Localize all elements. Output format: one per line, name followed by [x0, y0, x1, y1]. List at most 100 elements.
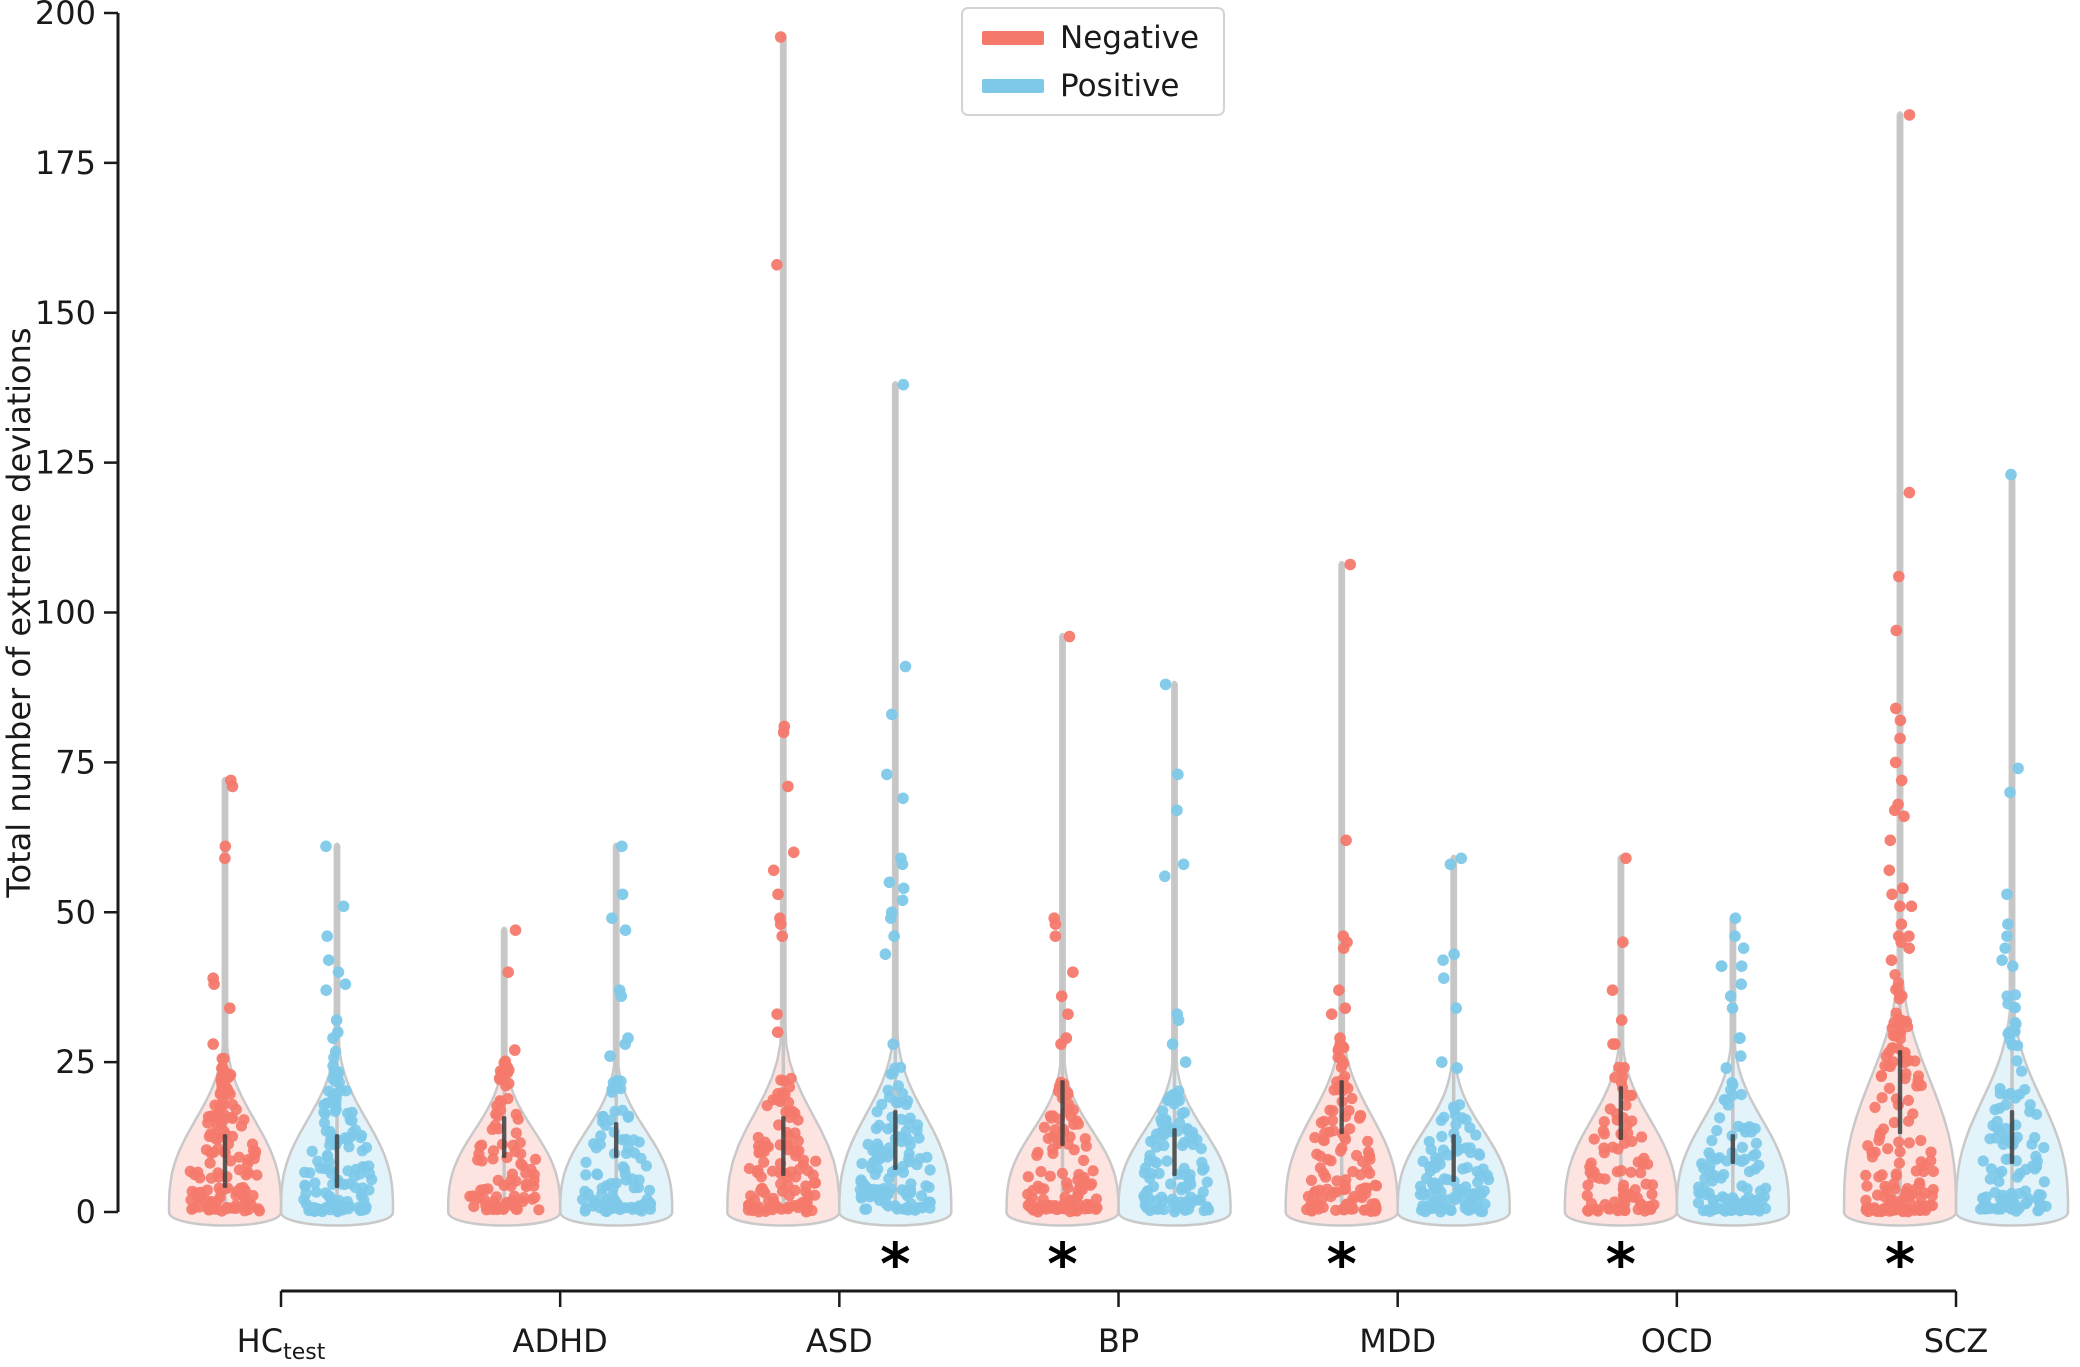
- strip-point: [1165, 1178, 1177, 1190]
- outlier-point: [332, 966, 345, 978]
- outlier-point: [885, 912, 897, 924]
- strip-point: [1071, 1115, 1083, 1127]
- strip-point: [1309, 1132, 1321, 1144]
- outlier-point: [776, 930, 788, 942]
- strip-point: [1173, 1117, 1186, 1129]
- outlier-point: [1729, 912, 1742, 924]
- outlier-point: [1885, 954, 1898, 966]
- strip-point: [1759, 1202, 1772, 1215]
- strip-point: [1635, 1167, 1647, 1179]
- outlier-point: [1720, 1062, 1733, 1074]
- outlier-point: [2004, 786, 2016, 799]
- strip-point: [1590, 1203, 1602, 1215]
- strip-point: [606, 1197, 618, 1209]
- strip-point: [1597, 1125, 1609, 1137]
- strip-point: [363, 1168, 376, 1180]
- outlier-point: [224, 1002, 236, 1014]
- strip-point: [1074, 1185, 1086, 1197]
- outlier-point: [509, 1044, 521, 1056]
- strip-point: [186, 1185, 198, 1197]
- outlier-point: [615, 990, 628, 1002]
- strip-point: [298, 1194, 310, 1206]
- strip-point: [1760, 1182, 1772, 1194]
- strip-point: [871, 1106, 883, 1118]
- strip-point: [510, 1127, 522, 1139]
- strip-point: [2035, 1201, 2047, 1213]
- strip-point: [346, 1106, 358, 1118]
- strip-point: [1984, 1173, 1996, 1185]
- strip-point: [1423, 1136, 1435, 1148]
- strip-point: [2011, 1171, 2023, 1183]
- strip-point: [321, 1149, 333, 1161]
- outlier-point: [2001, 930, 2013, 942]
- strip-point: [1993, 1176, 2005, 1188]
- strip-point: [468, 1201, 480, 1213]
- outlier-point: [774, 31, 787, 43]
- strip-point: [515, 1158, 527, 1170]
- strip-point: [476, 1139, 488, 1151]
- strip-point: [1632, 1156, 1644, 1168]
- strip-point: [1875, 1070, 1887, 1082]
- strip-point: [753, 1201, 765, 1213]
- outlier-point: [320, 840, 332, 853]
- strip-point: [510, 1108, 522, 1120]
- strip-point: [1460, 1114, 1472, 1126]
- strip-point: [1176, 1139, 1189, 1152]
- strip-point: [1582, 1204, 1594, 1216]
- strip-point: [1038, 1121, 1050, 1133]
- strip-point: [529, 1153, 542, 1165]
- strip-point: [1363, 1150, 1376, 1162]
- strip-point: [251, 1169, 263, 1181]
- strip-point: [1178, 1169, 1190, 1181]
- iqr-box-ADHD-negative: [501, 1116, 507, 1159]
- strip-point: [880, 1197, 892, 1210]
- strip-point: [1735, 1089, 1747, 1101]
- outlier-point: [337, 900, 350, 913]
- strip-point: [775, 1203, 788, 1215]
- strip-point: [1445, 1204, 1457, 1216]
- strip-point: [1187, 1138, 1199, 1151]
- strip-point: [1022, 1171, 1034, 1183]
- strip-point: [1625, 1166, 1637, 1178]
- outlier-point: [320, 984, 333, 996]
- y-axis-label: Total number of extreme deviations: [0, 327, 38, 898]
- strip-point: [1435, 1114, 1447, 1126]
- strip-point: [1726, 1077, 1738, 1089]
- strip-point: [903, 1148, 915, 1160]
- outlier-point: [606, 912, 618, 924]
- strip-point: [1893, 1136, 1905, 1148]
- strip-point: [1736, 1155, 1748, 1167]
- strip-point: [1890, 1007, 1902, 1019]
- strip-point: [1167, 1198, 1179, 1210]
- strip-point: [318, 1117, 331, 1129]
- outlier-point: [1890, 624, 1903, 637]
- outlier-point: [897, 792, 909, 805]
- strip-point: [487, 1203, 499, 1216]
- strip-point: [921, 1151, 933, 1163]
- strip-point: [913, 1132, 925, 1144]
- outlier-point: [1715, 960, 1728, 972]
- outlier-point: [1733, 1032, 1746, 1044]
- strip-point: [622, 1142, 635, 1154]
- y-tick-label: 125: [35, 444, 96, 482]
- strip-point: [1893, 993, 1905, 1005]
- outlier-point: [207, 1038, 219, 1050]
- strip-point: [350, 1163, 362, 1175]
- strip-point: [2038, 1176, 2050, 1188]
- outlier-point: [1895, 918, 1908, 930]
- strip-point: [337, 1204, 349, 1216]
- iqr-box-HCtest-positive: [334, 1134, 340, 1189]
- strip-point: [873, 1119, 885, 1131]
- strip-point: [1035, 1183, 1047, 1195]
- strip-point: [1090, 1203, 1102, 1215]
- outlier-point: [1055, 1038, 1067, 1050]
- strip-point: [310, 1186, 322, 1198]
- strip-point: [1417, 1155, 1429, 1167]
- strip-point: [789, 1127, 801, 1139]
- strip-point: [923, 1196, 936, 1208]
- strip-point: [1877, 1123, 1889, 1135]
- strip-point: [1201, 1176, 1213, 1188]
- strip-point: [487, 1153, 499, 1165]
- strip-point: [924, 1164, 936, 1176]
- outlier-point: [1888, 804, 1901, 817]
